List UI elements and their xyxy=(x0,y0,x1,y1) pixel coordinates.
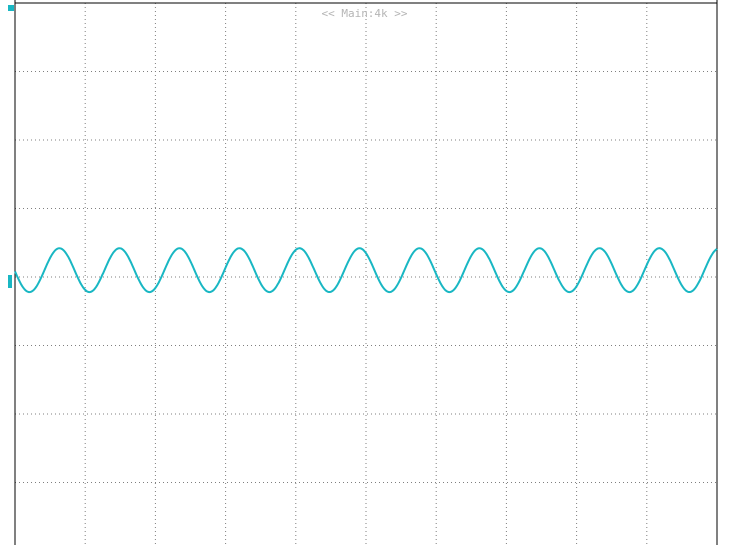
waveform-trace xyxy=(14,247,718,294)
trigger-marker xyxy=(8,5,14,11)
channel-marker xyxy=(8,5,14,288)
trace-line xyxy=(14,247,718,294)
channel-level-marker xyxy=(8,275,12,288)
graticule-grid xyxy=(15,3,717,545)
